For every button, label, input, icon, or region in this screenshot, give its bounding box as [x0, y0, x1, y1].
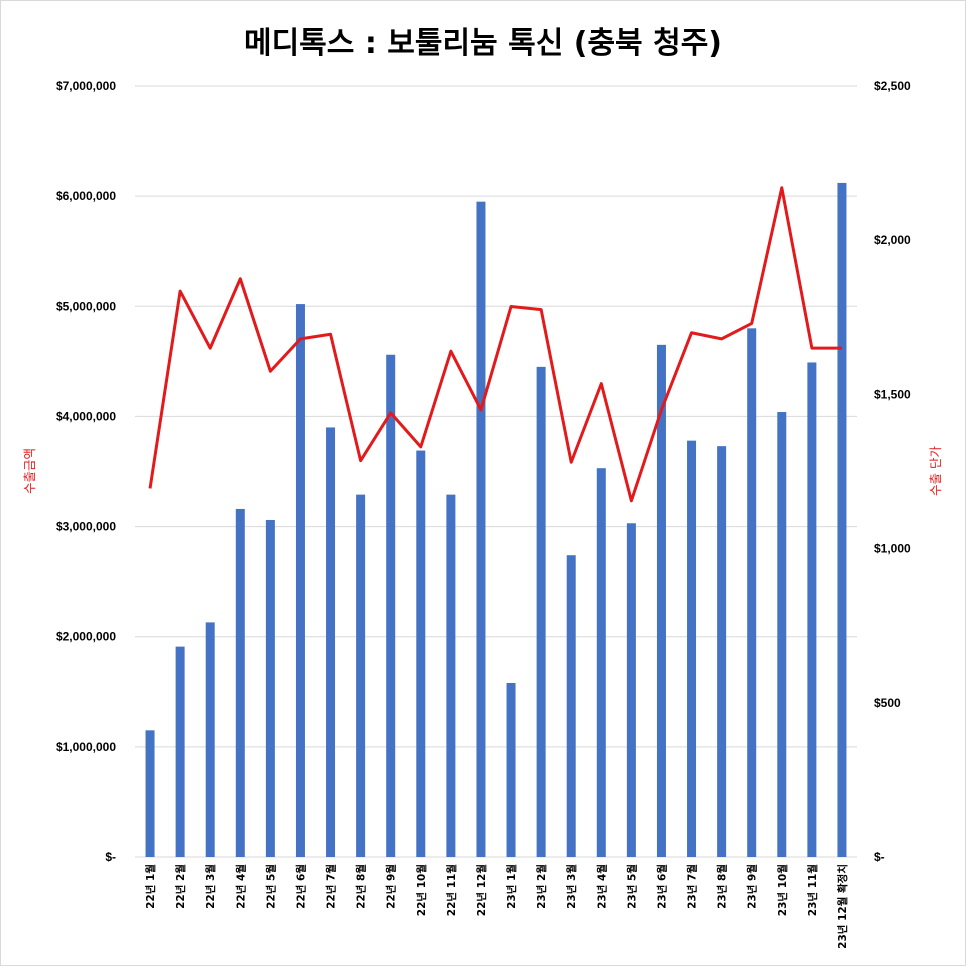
x-tick-label: 23년 3월	[565, 864, 578, 909]
x-tick-label: 22년 12월	[475, 864, 488, 916]
left-axis-title: 수출금액	[22, 448, 37, 494]
x-tick-label: 22년 6월	[294, 864, 307, 909]
bar	[807, 362, 817, 857]
line-series	[148, 186, 842, 503]
left-tick-label: $7,000,000	[56, 79, 116, 93]
x-tick-label: 22년 8월	[355, 864, 368, 909]
x-tick-label: 22년 3월	[204, 864, 217, 909]
bar	[175, 646, 185, 857]
chart-title: 메디톡스 : 보툴리눔 톡신 (충북 청주)	[243, 26, 723, 61]
right-tick-label: $-	[874, 850, 885, 864]
x-tick-label: 22년 7월	[325, 864, 338, 909]
left-tick-label: $1,000,000	[56, 740, 116, 754]
bar	[295, 304, 305, 857]
x-tick-label: 22년 2월	[174, 864, 187, 909]
bar	[476, 201, 486, 857]
x-axis: 22년 1월 22년 2월 22년 3월 22년 4월 22년 5월 22년 6월 22년 …	[144, 864, 849, 949]
x-tick-label: 23년 10월	[776, 864, 789, 916]
bar	[717, 446, 727, 857]
bar	[446, 494, 456, 857]
bar	[205, 622, 215, 857]
bar	[687, 440, 697, 857]
right-tick-label: $1,500	[874, 387, 911, 401]
bar	[386, 354, 396, 857]
x-tick-label: 22년 11월	[445, 864, 458, 916]
bar	[596, 468, 606, 857]
bar	[326, 427, 336, 857]
x-tick-label: 23년 4월	[595, 864, 608, 909]
bar	[656, 344, 666, 858]
left-tick-label: $2,000,000	[56, 630, 116, 644]
x-tick-label: 23년 1월	[505, 864, 518, 909]
x-tick-label: 23년 12월 확정치	[836, 864, 849, 949]
left-tick-label: $-	[105, 850, 116, 864]
series-line	[148, 186, 842, 503]
right-axis: $- $500 $1,000 $1,500 $2,000 $2,500	[874, 79, 911, 864]
bar	[626, 523, 636, 857]
bar	[837, 182, 847, 857]
bar	[235, 508, 245, 857]
bar	[536, 366, 546, 857]
gridlines	[135, 85, 857, 858]
left-tick-label: $5,000,000	[56, 299, 116, 313]
left-tick-label: $6,000,000	[56, 189, 116, 203]
x-tick-label: 22년 4월	[234, 864, 247, 909]
left-tick-label: $4,000,000	[56, 409, 116, 423]
bar	[777, 412, 787, 857]
right-tick-label: $2,500	[874, 79, 911, 93]
x-tick-label: 23년 2월	[535, 864, 548, 909]
x-tick-label: 23년 11월	[806, 864, 819, 916]
left-tick-label: $3,000,000	[56, 520, 116, 534]
x-tick-label: 23년 5월	[625, 864, 638, 909]
bar	[747, 328, 757, 857]
x-tick-label: 22년 5월	[264, 864, 277, 909]
x-tick-label: 23년 8월	[716, 864, 729, 909]
bar	[145, 730, 155, 857]
bar	[566, 555, 576, 857]
right-tick-label: $1,000	[874, 542, 911, 556]
x-tick-label: 23년 7월	[686, 864, 699, 909]
x-tick-label: 22년 10월	[415, 864, 428, 916]
right-axis-title: 수출 단가	[928, 446, 943, 496]
left-axis: $- $1,000,000 $2,000,000 $3,000,000 $4,000,0…	[56, 79, 116, 864]
x-tick-label: 22년 9월	[385, 864, 398, 909]
right-tick-label: $2,000	[874, 233, 911, 247]
x-tick-label: 22년 1월	[144, 864, 157, 909]
bar	[356, 494, 366, 857]
bar	[265, 519, 275, 857]
x-tick-label: 23년 9월	[746, 864, 759, 909]
bar	[416, 450, 426, 857]
right-tick-label: $500	[874, 696, 901, 710]
x-tick-label: 23년 6월	[655, 864, 668, 909]
bar	[506, 682, 516, 857]
bar-series	[145, 182, 847, 858]
